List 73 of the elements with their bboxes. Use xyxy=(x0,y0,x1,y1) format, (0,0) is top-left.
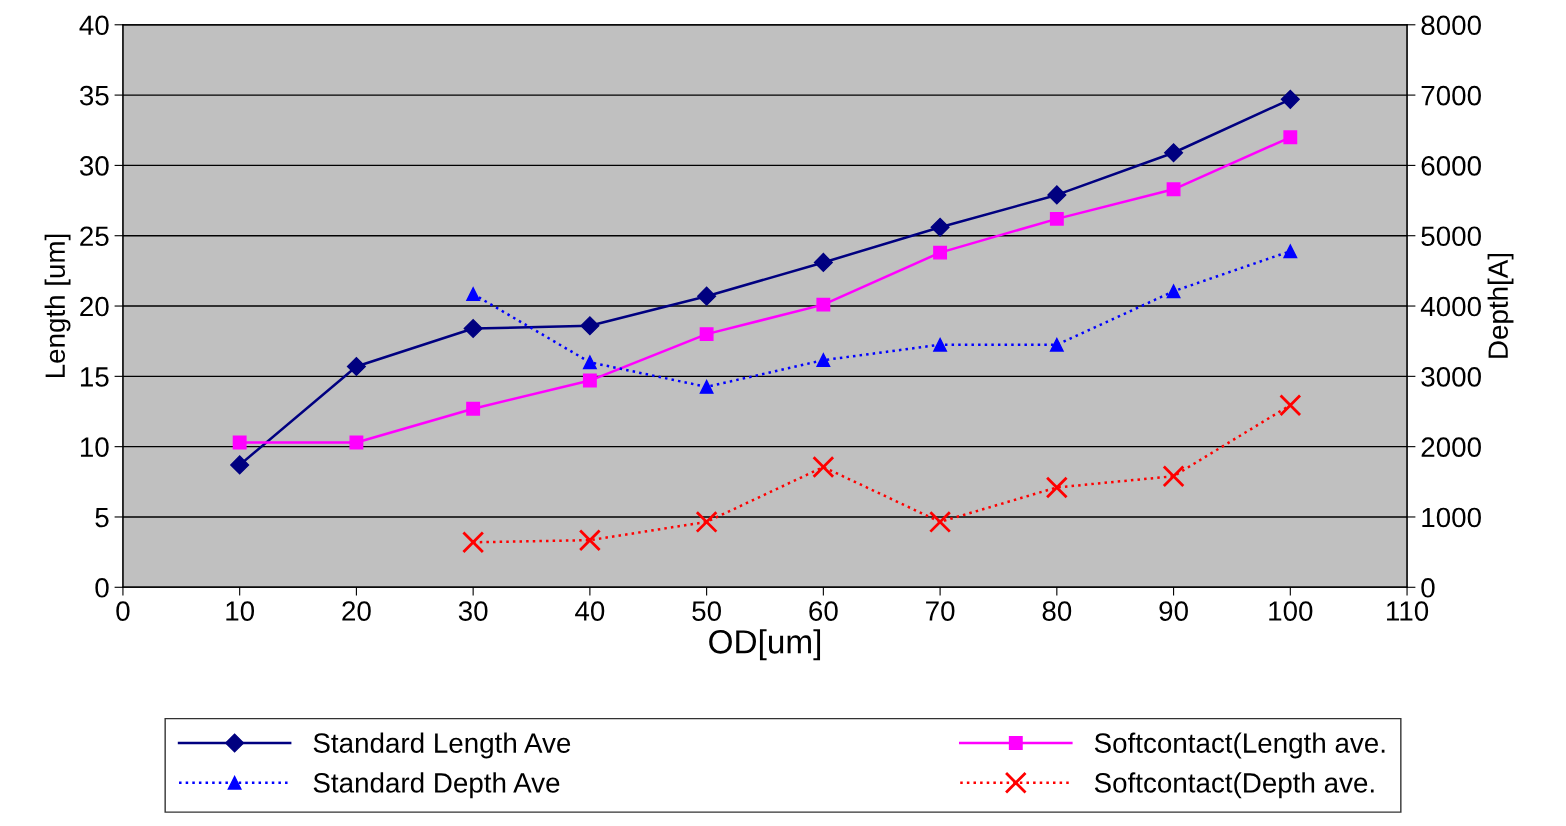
point xyxy=(1166,284,1181,299)
y-tick-label: 40 xyxy=(79,15,109,36)
point xyxy=(1280,89,1300,109)
point xyxy=(812,455,835,479)
x-tick-label: 20 xyxy=(342,601,371,621)
point xyxy=(1047,185,1067,205)
y-tick-label: 10 xyxy=(80,437,109,457)
x-tick-label: 90 xyxy=(1159,601,1188,621)
point xyxy=(578,529,601,552)
y2-tick-label: 8000 xyxy=(1421,15,1481,36)
y2-tick-label: 2000 xyxy=(1421,437,1481,457)
point xyxy=(1166,182,1181,197)
y2-tick-label: 0 xyxy=(1421,577,1435,598)
x-tick-label: 110 xyxy=(1387,601,1429,621)
point xyxy=(582,355,597,370)
y-tick-label: 25 xyxy=(80,226,109,247)
x-axis-title: OD[um] xyxy=(709,629,821,661)
point xyxy=(813,252,833,272)
point xyxy=(1049,211,1064,226)
point xyxy=(346,356,366,377)
point xyxy=(816,297,831,312)
x-tick-label: 40 xyxy=(575,601,605,621)
point xyxy=(466,401,481,416)
point xyxy=(1283,244,1298,259)
point xyxy=(928,510,952,534)
y-tick-label: 35 xyxy=(79,85,109,106)
legend-label: Softcontact(Depth ave. xyxy=(1094,772,1374,799)
point xyxy=(580,316,600,336)
point xyxy=(933,337,948,352)
point xyxy=(466,287,481,302)
x-tick-label: 70 xyxy=(926,601,955,621)
point xyxy=(1049,337,1064,352)
point xyxy=(816,353,831,368)
y2-axis-title: Depth[A] xyxy=(1487,253,1514,358)
x-tick-label: 30 xyxy=(458,601,488,621)
point xyxy=(462,531,485,554)
point xyxy=(1279,394,1302,417)
x-tick-label: 80 xyxy=(1042,601,1072,621)
point xyxy=(699,379,714,394)
point xyxy=(1045,476,1068,499)
y2-tick-label: 6000 xyxy=(1421,156,1481,176)
point xyxy=(582,373,597,388)
x-tick-label: 100 xyxy=(1269,601,1313,621)
y-tick-label: 15 xyxy=(80,367,109,387)
y2-tick-label: 7000 xyxy=(1421,85,1481,106)
point xyxy=(933,245,948,260)
y2-tick-label: 1000 xyxy=(1422,507,1481,528)
y2-tick-label: 5000 xyxy=(1421,226,1481,247)
y-axis-title: Length [um] xyxy=(44,234,71,378)
y-tick-label: 0 xyxy=(95,577,109,598)
x-tick-label: 10 xyxy=(226,601,255,621)
legend-label: Softcontact(Length ave. xyxy=(1094,732,1385,759)
point xyxy=(232,435,247,450)
legend-label: Standard Depth Ave xyxy=(313,772,560,799)
point xyxy=(1164,143,1184,163)
point xyxy=(1283,130,1298,145)
legend-label: Standard Length Ave xyxy=(313,732,571,759)
y-tick-label: 5 xyxy=(95,507,109,528)
y2-tick-label: 3000 xyxy=(1421,367,1481,387)
x-tick-label: 0 xyxy=(116,601,130,621)
point xyxy=(695,510,718,534)
point xyxy=(463,318,483,339)
point xyxy=(349,435,364,450)
point xyxy=(930,217,950,237)
point xyxy=(1162,465,1185,488)
x-tick-label: 50 xyxy=(692,601,721,621)
y2-tick-label: 4000 xyxy=(1420,296,1481,317)
x-tick-label: 60 xyxy=(809,601,838,621)
point xyxy=(230,455,250,475)
point xyxy=(697,286,717,306)
y-tick-label: 30 xyxy=(79,156,109,176)
y-tick-label: 20 xyxy=(80,296,109,317)
point xyxy=(699,327,714,342)
